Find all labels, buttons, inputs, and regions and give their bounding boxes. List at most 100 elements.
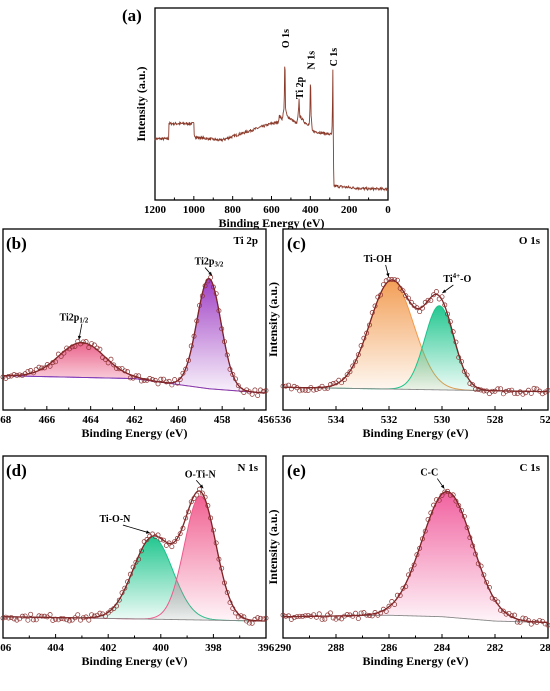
- data-point-d: [227, 600, 233, 606]
- data-point-e: [297, 613, 303, 619]
- data-point-b: [161, 376, 167, 382]
- data-point-b: [42, 365, 47, 371]
- x-tick-label-c-0: 536: [275, 414, 292, 426]
- y-axis-label-e: Intensity (a.u.): [266, 509, 280, 584]
- data-point-b: [191, 333, 197, 339]
- data-point-b: [258, 387, 263, 393]
- data-point-d: [252, 616, 258, 622]
- data-point-b: [138, 378, 144, 384]
- data-point-b: [202, 283, 208, 289]
- data-point-e: [291, 615, 297, 620]
- data-point-b: [177, 377, 183, 382]
- data-point-c: [464, 372, 470, 378]
- peak-label-o-1s: O 1s: [281, 29, 292, 48]
- data-point-d: [64, 617, 70, 623]
- data-point-e: [347, 612, 353, 618]
- data-point-d: [150, 531, 155, 537]
- data-point-d: [174, 535, 180, 541]
- data-point-b: [111, 362, 117, 368]
- data-point-e: [478, 563, 484, 569]
- data-point-b: [0, 374, 6, 380]
- data-point-c: [302, 387, 308, 393]
- data-point-c: [344, 372, 350, 378]
- data-point-e: [333, 616, 339, 622]
- peak-annotation-b-1: Ti2p3/2: [195, 257, 224, 269]
- data-point-d: [58, 616, 64, 621]
- data-point-d: [39, 613, 45, 619]
- data-point-b: [11, 372, 17, 378]
- data-point-b: [89, 341, 95, 347]
- data-point-c: [327, 382, 333, 388]
- data-point-b: [136, 373, 142, 379]
- data-point-b: [6, 374, 11, 379]
- data-point-e: [350, 613, 356, 619]
- data-point-e: [464, 525, 470, 531]
- data-point-d: [194, 492, 200, 498]
- data-point-c: [420, 305, 425, 311]
- data-point-c: [512, 391, 517, 396]
- data-point-c: [408, 299, 414, 305]
- x-tick-label-b-5: 458: [214, 414, 231, 426]
- data-point-d: [152, 534, 158, 540]
- data-point-c: [286, 382, 292, 388]
- panel-e: 290 288 286 284 282 280 Binding Energy (eV) Int…: [266, 455, 550, 668]
- data-point-b: [241, 390, 247, 395]
- data-point-e: [283, 613, 289, 619]
- data-point-d: [224, 590, 230, 595]
- peak-annotation-b-0: Ti2p1/2: [60, 313, 89, 325]
- data-point-b: [94, 345, 100, 351]
- data-point-c: [534, 386, 540, 392]
- data-point-d: [89, 612, 95, 618]
- data-point-d: [83, 614, 89, 620]
- data-point-e: [341, 613, 347, 619]
- data-point-e: [414, 552, 420, 558]
- data-point-c: [319, 383, 325, 389]
- data-point-c: [470, 382, 476, 388]
- data-point-b: [36, 364, 42, 370]
- data-point-d: [47, 612, 53, 618]
- data-point-e: [526, 618, 531, 623]
- data-point-e: [305, 612, 311, 618]
- data-point-e: [383, 608, 389, 614]
- data-point-d: [263, 615, 269, 621]
- data-point-b: [246, 389, 252, 395]
- x-tick-label-a-5: 200: [341, 204, 358, 216]
- data-point-e: [539, 618, 545, 624]
- data-point-c: [495, 386, 501, 392]
- data-point-b: [28, 368, 34, 373]
- data-point-e: [378, 610, 384, 616]
- data-point-d: [161, 537, 167, 543]
- data-point-d: [133, 559, 139, 565]
- data-point-b: [127, 375, 133, 381]
- data-point-e: [509, 613, 515, 619]
- fit-envelope-b: [2, 277, 267, 394]
- data-point-e: [322, 616, 328, 622]
- data-point-e: [498, 607, 504, 613]
- data-point-c: [403, 293, 409, 299]
- annotation-arrow-d-0: [122, 524, 151, 534]
- data-point-d: [122, 585, 128, 591]
- x-tick-label-e-4: 282: [487, 642, 504, 654]
- data-point-e: [389, 599, 395, 604]
- x-axis-label-c: Binding Energy (eV): [362, 426, 468, 440]
- data-point-e: [286, 613, 292, 619]
- x-tick-label-d-0: 406: [0, 642, 12, 654]
- data-point-d: [80, 615, 86, 621]
- data-point-c: [308, 385, 314, 390]
- data-point-c: [489, 388, 495, 394]
- data-point-e: [500, 608, 506, 614]
- data-point-e: [470, 543, 476, 549]
- data-point-c: [503, 388, 509, 394]
- data-point-c: [294, 385, 300, 391]
- x-tick-label-d-2: 402: [100, 642, 117, 654]
- data-point-e: [425, 517, 431, 522]
- data-point-d: [255, 615, 261, 621]
- data-point-c: [526, 387, 531, 393]
- data-point-d: [61, 616, 67, 622]
- data-point-c: [325, 385, 331, 391]
- data-point-d: [105, 610, 111, 616]
- data-point-b: [213, 291, 219, 297]
- data-point-c: [394, 277, 400, 283]
- data-point-c: [397, 285, 403, 291]
- data-point-d: [230, 605, 236, 611]
